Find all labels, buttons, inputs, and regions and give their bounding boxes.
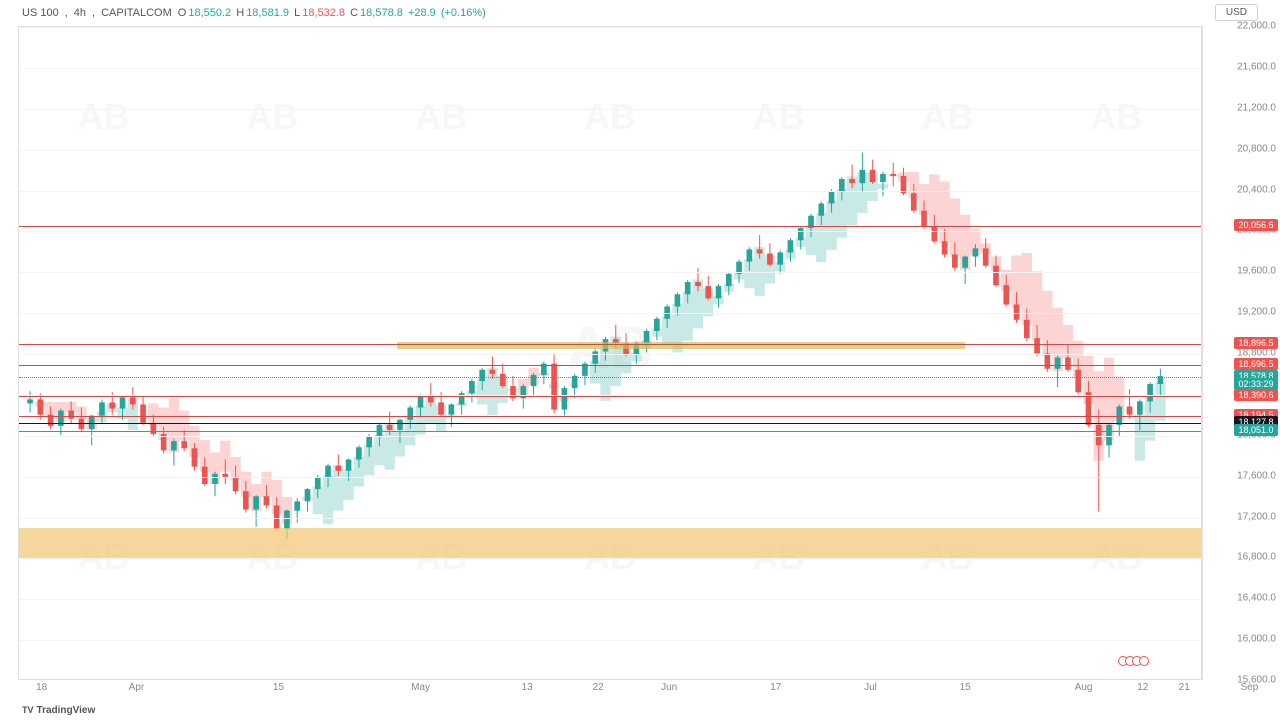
price-label[interactable]: 18,051.0 bbox=[1234, 424, 1278, 436]
price-line[interactable] bbox=[19, 365, 1201, 366]
price-line[interactable] bbox=[19, 423, 1201, 424]
price-zone[interactable] bbox=[19, 528, 1201, 559]
x-tick: May bbox=[411, 682, 430, 693]
y-tick: 20,800.0 bbox=[1237, 143, 1276, 154]
y-tick: 21,200.0 bbox=[1237, 102, 1276, 113]
x-tick: Sep bbox=[1240, 682, 1258, 693]
y-tick: 21,600.0 bbox=[1237, 61, 1276, 72]
x-tick: 15 bbox=[960, 682, 971, 693]
price-line[interactable] bbox=[19, 431, 1201, 432]
x-tick: 17 bbox=[770, 682, 781, 693]
signal-markers[interactable] bbox=[1118, 653, 1146, 671]
symbol-name[interactable]: US 100 bbox=[22, 7, 59, 19]
price-axis[interactable]: 15,600.016,000.016,400.016,800.017,200.0… bbox=[1202, 26, 1280, 680]
y-tick: 17,200.0 bbox=[1237, 511, 1276, 522]
price-zone[interactable] bbox=[397, 342, 964, 349]
y-tick: 17,600.0 bbox=[1237, 470, 1276, 481]
y-tick: 16,400.0 bbox=[1237, 593, 1276, 604]
x-tick: 12 bbox=[1137, 682, 1148, 693]
x-tick: Jun bbox=[661, 682, 677, 693]
x-tick: 13 bbox=[522, 682, 533, 693]
x-tick: Apr bbox=[129, 682, 145, 693]
provider: CAPITALCOM bbox=[101, 7, 172, 19]
chart-container[interactable]: ABABAB ABABABAB AB ABABAB ABABABAB bbox=[18, 26, 1202, 680]
price-line[interactable] bbox=[19, 226, 1201, 227]
price-label[interactable]: 18,390.6 bbox=[1234, 389, 1278, 401]
price-line[interactable] bbox=[19, 396, 1201, 397]
y-tick: 16,000.0 bbox=[1237, 634, 1276, 645]
price-label[interactable]: 18,896.5 bbox=[1234, 337, 1278, 349]
x-tick: 15 bbox=[273, 682, 284, 693]
price-line[interactable] bbox=[19, 416, 1201, 417]
y-tick: 16,800.0 bbox=[1237, 552, 1276, 563]
currency-button[interactable]: USD bbox=[1215, 4, 1258, 21]
y-tick: 22,000.0 bbox=[1237, 21, 1276, 32]
price-line[interactable] bbox=[19, 344, 1201, 345]
chart-header: US 100 , 4h , CAPITALCOM O18,550.2 H18,5… bbox=[22, 4, 1258, 21]
x-tick: 18 bbox=[36, 682, 47, 693]
x-tick: 22 bbox=[593, 682, 604, 693]
y-tick: 19,200.0 bbox=[1237, 307, 1276, 318]
symbol-row: US 100 , 4h , CAPITALCOM O18,550.2 H18,5… bbox=[22, 7, 488, 19]
ohlc-values: O18,550.2 H18,581.9 L18,532.8 C18,578.8 … bbox=[178, 7, 488, 19]
x-tick: Jul bbox=[864, 682, 877, 693]
x-tick: 21 bbox=[1179, 682, 1190, 693]
y-tick: 19,600.0 bbox=[1237, 266, 1276, 277]
x-tick: Aug bbox=[1075, 682, 1093, 693]
time-axis[interactable]: 18Apr15May1322Jun17Jul15Aug1221Sep bbox=[18, 680, 1202, 698]
price-label[interactable]: 20,056.6 bbox=[1234, 219, 1278, 231]
price-line[interactable] bbox=[19, 377, 1201, 378]
price-label[interactable]: 18,696.5 bbox=[1234, 358, 1278, 370]
y-tick: 20,400.0 bbox=[1237, 184, 1276, 195]
tradingview-logo[interactable]: TVTradingView bbox=[22, 705, 95, 716]
timeframe[interactable]: 4h bbox=[74, 7, 86, 19]
chart-area[interactable]: ABABAB ABABABAB AB ABABAB ABABABAB bbox=[18, 26, 1202, 680]
